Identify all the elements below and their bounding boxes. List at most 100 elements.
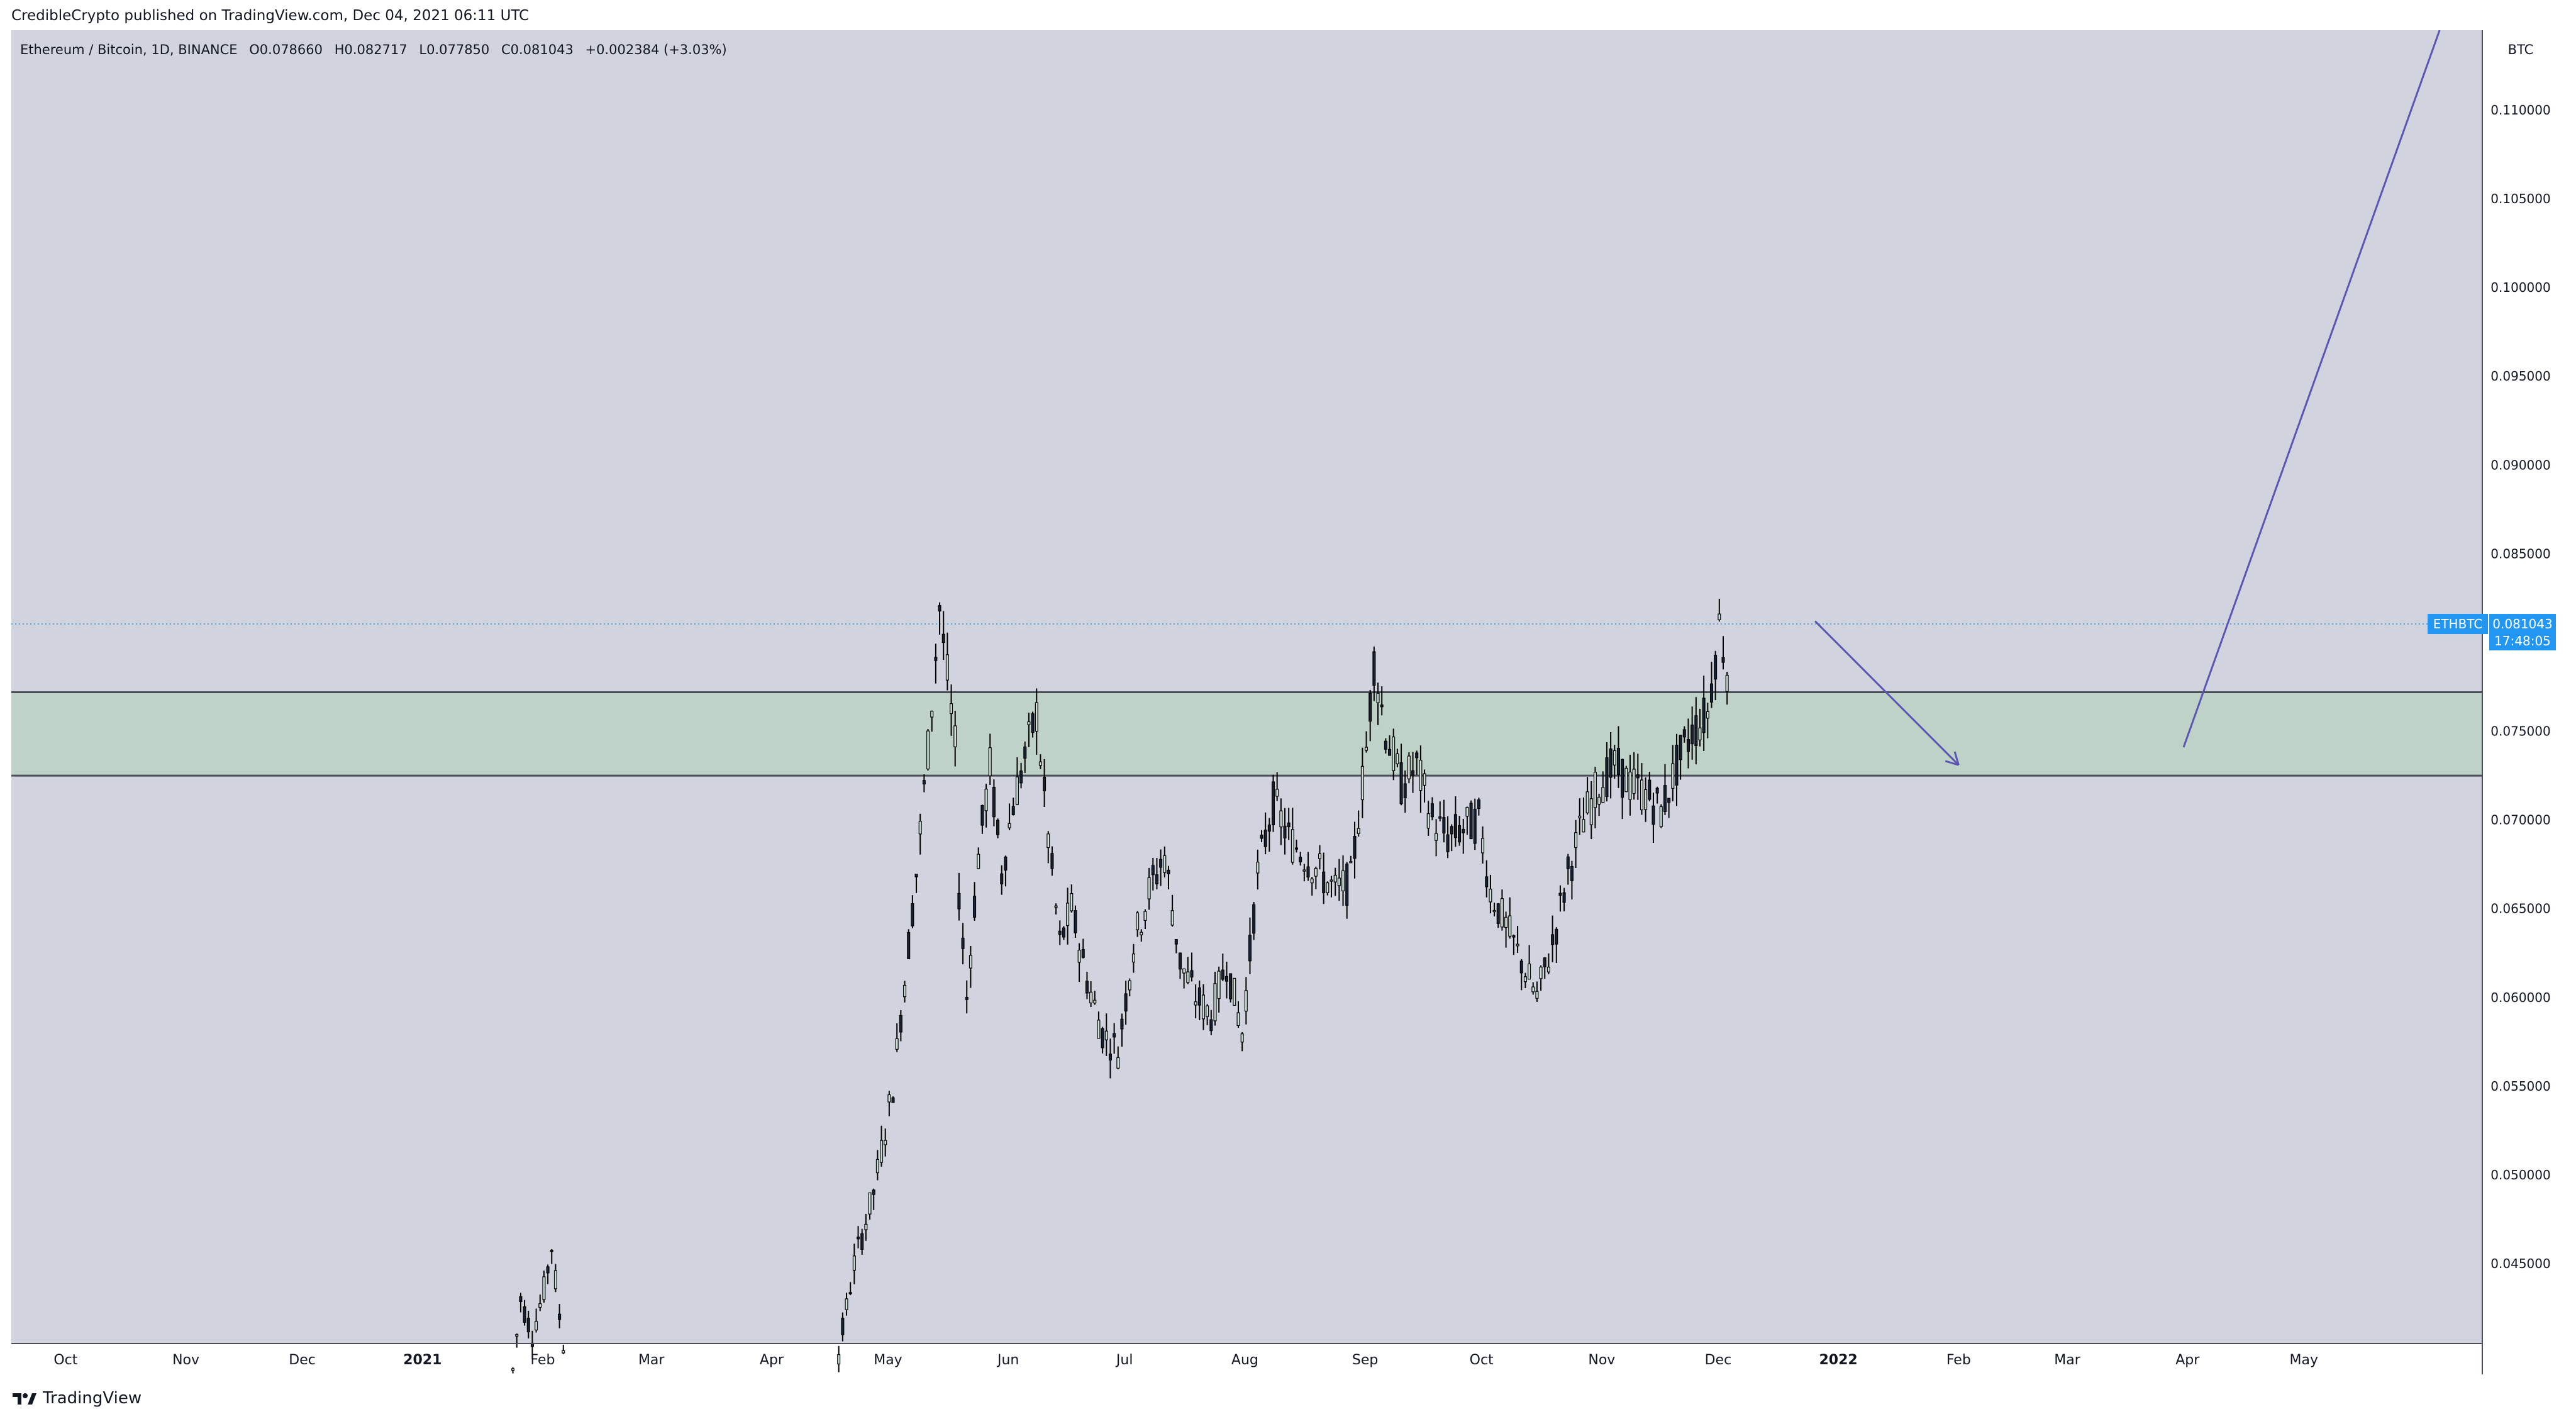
plot-area[interactable] bbox=[11, 30, 2482, 1344]
candle bbox=[918, 813, 922, 855]
candle-body-up bbox=[950, 703, 953, 715]
candle bbox=[1058, 920, 1062, 945]
candle-body-up bbox=[1201, 994, 1205, 1020]
candle-body-down bbox=[907, 932, 911, 959]
candle-body-down bbox=[1682, 729, 1686, 738]
candle-body-down bbox=[1224, 976, 1229, 982]
candle-body-up bbox=[837, 1354, 841, 1365]
candle-body-down bbox=[1686, 739, 1690, 752]
candle bbox=[1151, 857, 1155, 891]
candle bbox=[1519, 959, 1523, 991]
candle bbox=[1221, 954, 1224, 981]
time-tick-label: Apr bbox=[760, 1352, 784, 1368]
candle bbox=[1074, 905, 1077, 938]
price-scale[interactable]: 0.045000 0.050000 0.055000 0.060000 0.065000… bbox=[2490, 103, 2550, 1271]
candle-body-down bbox=[1462, 828, 1465, 833]
candle bbox=[1213, 971, 1217, 1026]
candle-body-up bbox=[1628, 771, 1632, 800]
candle bbox=[1589, 781, 1593, 840]
candle-body-up bbox=[1392, 737, 1396, 771]
candle bbox=[857, 1226, 860, 1249]
candle bbox=[1415, 750, 1419, 775]
candle-body-down bbox=[911, 903, 914, 927]
candle bbox=[1019, 762, 1023, 789]
candle-body-down bbox=[1655, 787, 1659, 794]
candle-body-up bbox=[1054, 905, 1058, 908]
candle bbox=[945, 632, 949, 691]
candle-body-up bbox=[1244, 990, 1248, 1012]
candle bbox=[1104, 1013, 1108, 1056]
tradingview-logo[interactable]: TradingView bbox=[11, 1389, 142, 1408]
candle bbox=[1450, 824, 1453, 852]
candle bbox=[1054, 903, 1058, 915]
candle-body-up bbox=[1256, 862, 1260, 874]
candle-body-down bbox=[992, 786, 996, 818]
candle bbox=[1667, 798, 1671, 818]
candle-body-up bbox=[1435, 833, 1438, 841]
candle-body-down bbox=[1190, 970, 1194, 977]
candle bbox=[1403, 770, 1407, 813]
candle bbox=[1291, 808, 1294, 865]
ticker-label-bg bbox=[2428, 614, 2488, 635]
time-axis[interactable]: Oct Nov Dec 2021 Feb Mar Apr May Jun Jul Aug Sep Oct… bbox=[53, 1352, 2318, 1368]
candle bbox=[1077, 943, 1081, 982]
candle bbox=[1089, 981, 1093, 1008]
time-tick-label: Apr bbox=[2175, 1352, 2200, 1368]
candle bbox=[1504, 911, 1508, 948]
candle bbox=[884, 1128, 887, 1157]
candle bbox=[1543, 957, 1546, 979]
candle bbox=[848, 1282, 852, 1295]
candle-body-up bbox=[562, 1350, 565, 1354]
candle bbox=[930, 710, 934, 732]
candle bbox=[1718, 598, 1721, 622]
arrowhead-left bbox=[1953, 751, 1960, 765]
candle-body-down bbox=[1120, 1018, 1124, 1030]
candle bbox=[1306, 852, 1310, 881]
candle-body-up bbox=[1143, 911, 1147, 921]
price-tick-label: 0.100000 bbox=[2490, 280, 2550, 295]
candle bbox=[1043, 759, 1046, 808]
candle-body-down bbox=[899, 1015, 902, 1033]
candle bbox=[1419, 745, 1423, 813]
candle-body-up bbox=[1302, 869, 1306, 872]
candle bbox=[1275, 772, 1279, 801]
candle-body-down bbox=[1263, 830, 1267, 847]
candle bbox=[1062, 926, 1065, 940]
candle bbox=[1143, 909, 1147, 929]
candle bbox=[1655, 786, 1659, 804]
candle-body-down bbox=[1403, 783, 1407, 798]
candle bbox=[1217, 966, 1221, 1013]
candle bbox=[1310, 877, 1314, 896]
candle-body-up bbox=[1357, 828, 1360, 834]
candle-body-down bbox=[1648, 779, 1652, 800]
candle bbox=[1462, 818, 1465, 854]
candle-body-up bbox=[1535, 991, 1539, 999]
candle-body-up bbox=[1170, 910, 1174, 926]
candle-body-down bbox=[523, 1306, 526, 1323]
candle bbox=[1174, 939, 1178, 954]
candle bbox=[1167, 865, 1170, 889]
tradingview-brand: TradingView bbox=[43, 1389, 142, 1408]
candle-body-down bbox=[1043, 776, 1046, 791]
candle-body-down bbox=[1294, 847, 1299, 850]
candle-body-up bbox=[1140, 932, 1143, 935]
candle bbox=[1159, 849, 1163, 886]
candle bbox=[1558, 885, 1562, 912]
candle-body-up bbox=[953, 725, 957, 747]
candlestick-chart[interactable]: 0.045000 0.050000 0.055000 0.060000 0.065000… bbox=[11, 30, 2565, 1374]
candle-body-down bbox=[1616, 748, 1620, 776]
candle bbox=[1601, 771, 1605, 803]
candle bbox=[1698, 708, 1702, 747]
candle bbox=[1008, 803, 1011, 830]
candle bbox=[926, 728, 930, 771]
candle-body-down bbox=[1621, 759, 1624, 798]
legend-symbol: Ethereum / Bitcoin, 1D, BINANCE bbox=[20, 42, 238, 57]
candle-body-up bbox=[538, 1303, 542, 1308]
candle bbox=[1140, 929, 1143, 942]
candle bbox=[1485, 860, 1489, 898]
candle bbox=[1023, 741, 1027, 773]
publisher-line: CredibleCrypto published on TradingView.… bbox=[11, 8, 530, 24]
candle-body-down bbox=[1058, 930, 1062, 935]
candle-body-up bbox=[875, 1159, 879, 1174]
candle-body-up bbox=[515, 1334, 519, 1337]
